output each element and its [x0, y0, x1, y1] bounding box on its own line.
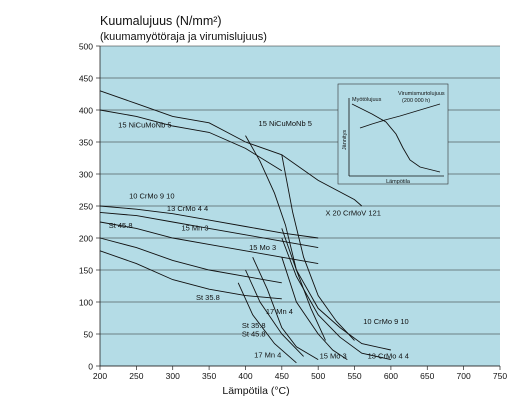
series-label: 15 Mo 3 — [320, 351, 347, 360]
y-tick-label: 50 — [84, 330, 94, 340]
series-label: 13 CrMo 4 4 — [368, 351, 409, 360]
series-label: 15 NiCuMoNb 5 — [118, 120, 171, 129]
series-line — [99, 205, 319, 239]
grid — [100, 45, 500, 367]
inset-curve-1 — [351, 103, 441, 173]
series-line — [281, 228, 391, 351]
series-line — [99, 109, 283, 172]
x-tick-label: 250 — [129, 371, 143, 381]
series-line — [237, 282, 297, 364]
y-tick-label: 300 — [79, 170, 93, 180]
inset-frame — [337, 83, 449, 185]
chart-title: Kuumalujuus (N/mm²) — [100, 14, 222, 28]
x-tick-label: 200 — [93, 371, 107, 381]
inset-curve-2 — [359, 103, 441, 129]
inset-xlabel: Lämpötila — [386, 179, 411, 185]
series-label: 17 Mn 4 — [254, 351, 281, 360]
series-label: St 35.8 — [196, 293, 220, 302]
series-label: 15 NiCuMoNb 5 — [259, 119, 312, 128]
y-tick-label: 400 — [79, 106, 93, 116]
inset-label-2: Virumismurtolujuus — [398, 91, 445, 97]
series-line — [281, 237, 391, 361]
series-line — [99, 211, 319, 249]
y-axis: 0 50 100 150 200 250 300 350 400 450 500 — [79, 42, 101, 372]
series-label: 15 Mn 3 — [181, 223, 208, 232]
y-tick-label: 350 — [79, 138, 93, 148]
x-tick-label: 650 — [420, 371, 434, 381]
inset-ylabel: Jännitys — [342, 130, 348, 150]
y-tick-label: 150 — [79, 266, 93, 276]
series-line — [281, 154, 355, 341]
inset-diagram: Jännitys Lämpötila Myötölujuus Virumismu… — [337, 83, 449, 185]
inset-label-3: (200 000 h) — [402, 98, 430, 104]
x-tick-label: 700 — [457, 371, 471, 381]
x-tick-label: 600 — [384, 371, 398, 381]
y-tick-label: 250 — [79, 202, 93, 212]
annotation-layer: 15 NiCuMoNb 5 15 NiCuMoNb 5 X 20 CrMoV 121… — [109, 119, 409, 360]
x-tick-label: 550 — [347, 371, 361, 381]
y-tick-label: 0 — [88, 362, 93, 372]
series-label: 13 CrMo 4 4 — [167, 204, 208, 213]
y-tick-label: 450 — [79, 74, 93, 84]
series-line — [245, 135, 326, 341]
inset-label-1: Myötölujuus — [352, 97, 382, 103]
y-tick-label: 200 — [79, 234, 93, 244]
x-tick-label: 400 — [238, 371, 252, 381]
x-axis-label: Lämpötila (°C) — [222, 385, 289, 397]
x-tick-label: 500 — [311, 371, 325, 381]
series-label: St 45.8 — [109, 221, 133, 230]
series-line — [281, 257, 348, 360]
series-layer — [99, 90, 391, 364]
series-line — [99, 250, 282, 300]
series-label: St 45.8 — [242, 330, 266, 339]
series-label: 10 CrMo 9 10 — [129, 191, 174, 200]
y-tick-label: 500 — [79, 42, 93, 52]
series-line — [245, 269, 304, 357]
y-tick-label: 100 — [79, 298, 93, 308]
series-line — [252, 257, 319, 360]
series-label: 10 CrMo 9 10 — [363, 317, 408, 326]
series-line — [99, 237, 282, 284]
series-line — [99, 90, 363, 207]
x-tick-label: 750 — [493, 371, 507, 381]
x-tick-label: 350 — [202, 371, 216, 381]
x-axis: 200 250 300 350 400 450 500 550 600 650 700 750 — [93, 365, 507, 381]
series-label: St 35.8 — [242, 321, 266, 330]
chart-subtitle: (kuumamyötöraja ja virumislujuus) — [100, 31, 267, 43]
series-label: 15 Mo 3 — [249, 243, 276, 252]
series-label: X 20 CrMoV 121 — [325, 209, 380, 218]
series-label: 17 Mn 4 — [266, 307, 293, 316]
x-tick-label: 450 — [275, 371, 289, 381]
x-tick-label: 300 — [166, 371, 180, 381]
